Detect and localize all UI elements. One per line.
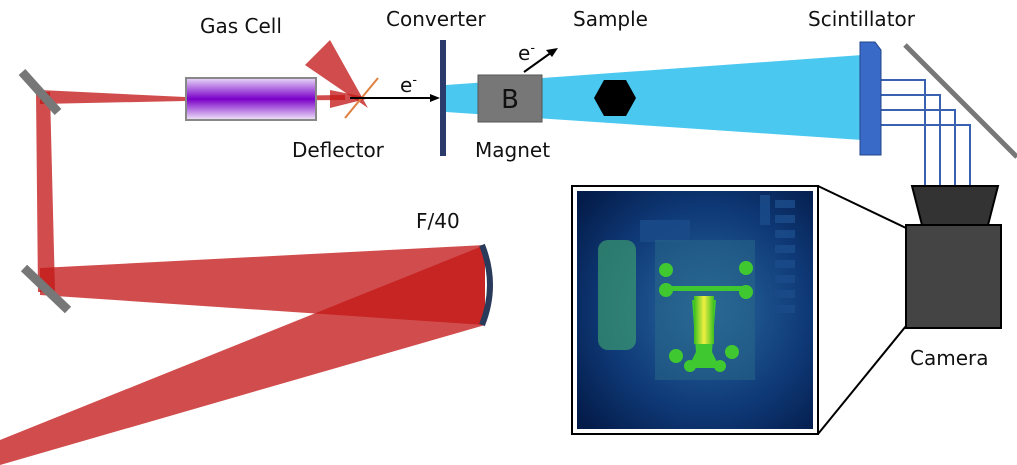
label: Sample: [573, 7, 648, 31]
radiograph: [571, 185, 819, 435]
label: Deflector: [292, 138, 385, 162]
connector: [817, 185, 907, 229]
laser-beam: [0, 40, 485, 465]
mirror: [20, 264, 72, 314]
sample: [594, 80, 636, 116]
mirror: [903, 43, 1017, 159]
camera-lens: [910, 185, 1000, 226]
magnet-symbol: B: [501, 85, 519, 115]
parabolic-mirror: [479, 243, 493, 327]
label: Camera: [910, 346, 989, 370]
arrow: [523, 51, 553, 73]
mirror: [18, 68, 62, 116]
light-path: [880, 79, 971, 190]
gas-cell: [185, 77, 317, 121]
magnet: [477, 74, 543, 123]
arrowhead: [430, 94, 440, 102]
label: Converter: [386, 7, 486, 31]
camera-body: [905, 224, 1002, 329]
connector: [817, 325, 907, 435]
electron-label: e-: [400, 73, 417, 97]
electron-beam: [446, 55, 862, 140]
scintillator: [859, 41, 882, 156]
label: F/40: [416, 209, 460, 233]
label: Gas Cell: [200, 14, 282, 38]
electron-label: e-: [518, 41, 535, 65]
label: Scintillator: [808, 7, 916, 31]
label: Magnet: [475, 138, 550, 162]
arrowhead: [546, 48, 558, 57]
